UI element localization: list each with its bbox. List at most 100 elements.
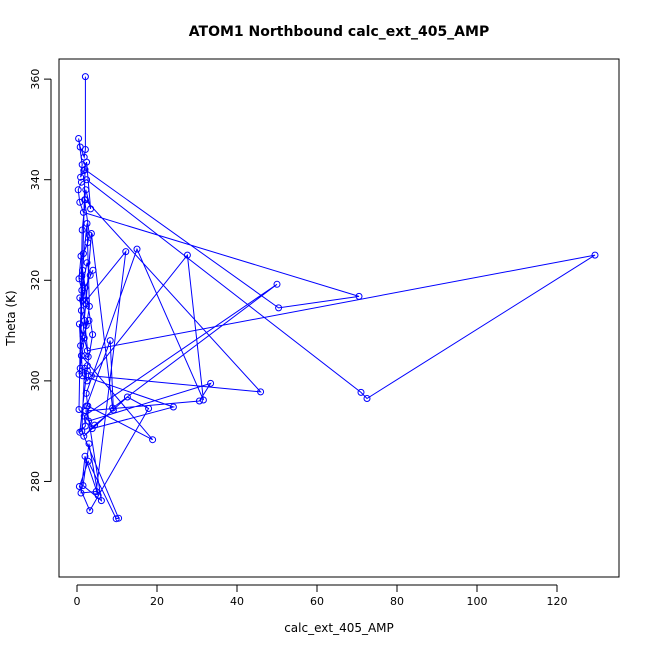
data-point	[77, 352, 85, 360]
data-point	[92, 488, 100, 495]
data-point	[79, 372, 87, 380]
data-point	[363, 395, 371, 402]
y-tick-label: 340	[29, 169, 42, 190]
data-point	[81, 352, 89, 360]
x-tick-label: 120	[547, 595, 568, 608]
chart-title: ATOM1 Northbound calc_ext_405_AMP	[189, 24, 489, 40]
data-point	[273, 280, 281, 288]
data-point	[76, 198, 84, 206]
data-point	[81, 452, 89, 460]
data-point	[77, 342, 85, 350]
data-point	[81, 196, 89, 204]
x-tick-label: 40	[230, 595, 244, 608]
y-tick-label: 280	[29, 471, 42, 492]
data-point	[80, 432, 88, 440]
data-point	[83, 158, 91, 166]
data-point	[85, 417, 93, 425]
data-point	[183, 251, 191, 259]
data-point	[82, 186, 90, 194]
x-axis: 0 20 40 60 80 100 120	[74, 584, 568, 608]
data-point	[77, 489, 85, 497]
x-tick-label: 80	[390, 595, 404, 608]
data-point	[86, 507, 94, 515]
data-point	[87, 230, 95, 237]
data-point	[78, 226, 86, 234]
y-tick-label: 300	[29, 370, 42, 391]
data-point	[123, 393, 131, 401]
data-point	[149, 436, 157, 444]
data-point	[145, 405, 153, 412]
data-point	[76, 294, 84, 302]
data-point	[80, 412, 88, 420]
data-point	[85, 302, 93, 310]
x-axis-label: calc_ext_405_AMP	[284, 621, 394, 635]
data-point	[81, 317, 89, 324]
data-point	[75, 320, 83, 328]
data-point	[76, 143, 84, 151]
data-point	[81, 284, 89, 292]
data-point	[355, 292, 363, 300]
data-point	[83, 402, 91, 410]
data-point	[591, 251, 599, 259]
data-point	[77, 173, 85, 181]
data-point	[199, 396, 207, 404]
data-point	[85, 231, 93, 239]
data-point	[106, 337, 114, 345]
data-point	[195, 397, 203, 405]
y-tick-label: 320	[29, 270, 42, 291]
data-point	[75, 406, 83, 413]
data-point	[78, 272, 86, 280]
plot-frame	[58, 58, 620, 578]
data-point	[80, 167, 88, 175]
data-point	[77, 252, 85, 260]
data-point	[79, 208, 87, 216]
data-point	[75, 370, 83, 378]
data-point	[81, 422, 89, 430]
data-point	[82, 389, 90, 397]
data-point	[74, 186, 82, 194]
data-point	[89, 331, 97, 339]
y-axis-label: Theta (K)	[4, 290, 18, 346]
data-point	[82, 296, 90, 304]
data-series	[74, 73, 599, 523]
data-point	[85, 440, 93, 448]
series-line	[77, 76, 596, 520]
data-point	[84, 239, 92, 247]
data-point	[97, 497, 105, 505]
data-point	[112, 515, 120, 523]
y-axis: 280 300 320 340 360	[29, 69, 52, 492]
x-tick-label: 20	[150, 595, 164, 608]
data-point	[109, 404, 117, 412]
x-tick-label: 60	[310, 595, 324, 608]
data-point	[85, 317, 93, 324]
x-tick-label: 100	[467, 595, 488, 608]
data-point	[77, 307, 85, 314]
data-point	[275, 304, 283, 312]
data-point	[81, 73, 89, 81]
data-point	[122, 248, 130, 256]
data-point	[83, 362, 91, 370]
data-point	[83, 220, 91, 227]
data-point	[79, 482, 87, 489]
data-point	[169, 403, 177, 411]
data-point	[83, 259, 91, 267]
data-point	[89, 266, 97, 274]
data-point	[80, 334, 88, 342]
data-point	[81, 166, 89, 174]
data-point	[84, 353, 92, 361]
data-point	[87, 372, 95, 380]
data-point	[76, 428, 84, 436]
data-point	[357, 388, 365, 396]
data-point	[257, 388, 265, 396]
data-point	[84, 457, 92, 465]
data-point	[133, 245, 141, 253]
y-tick-label: 360	[29, 69, 42, 90]
data-point	[94, 492, 102, 499]
x-tick-label: 0	[74, 595, 81, 608]
data-point	[87, 205, 95, 213]
data-point	[88, 425, 96, 433]
data-point	[83, 377, 91, 385]
